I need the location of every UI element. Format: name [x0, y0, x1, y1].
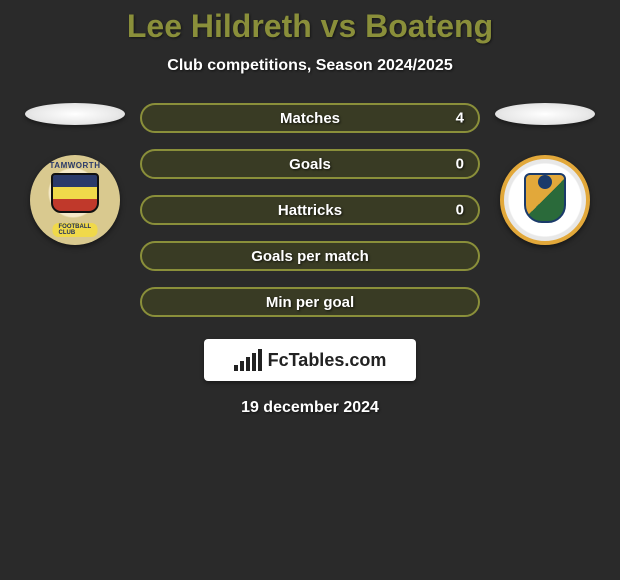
bar-icon-bar — [246, 357, 250, 371]
left-player-column: FOOTBALL CLUB — [20, 103, 130, 245]
stat-right-value: 0 — [456, 202, 464, 219]
snapshot-date: 19 december 2024 — [0, 399, 620, 417]
stat-label: Goals per match — [251, 248, 369, 265]
bar-icon-bar — [234, 365, 238, 371]
bar-icon-bar — [252, 353, 256, 371]
right-header-oval — [495, 103, 595, 125]
stat-label: Matches — [280, 110, 340, 127]
comparison-body: FOOTBALL CLUB Matches 4 Goals 0 Hattrick… — [0, 103, 620, 317]
stat-row-min-per-goal: Min per goal — [140, 287, 480, 317]
stat-right-value: 4 — [456, 110, 464, 127]
season-subtitle: Club competitions, Season 2024/2025 — [0, 57, 620, 75]
stat-label: Goals — [289, 156, 331, 173]
left-club-badge: FOOTBALL CLUB — [30, 155, 120, 245]
bar-chart-icon — [234, 349, 262, 371]
stat-row-matches: Matches 4 — [140, 103, 480, 133]
stats-column: Matches 4 Goals 0 Hattricks 0 Goals per … — [140, 103, 480, 317]
stat-right-value: 0 — [456, 156, 464, 173]
stat-label: Hattricks — [278, 202, 342, 219]
left-header-oval — [25, 103, 125, 125]
stat-row-goals-per-match: Goals per match — [140, 241, 480, 271]
bar-icon-bar — [240, 361, 244, 371]
right-club-badge — [500, 155, 590, 245]
comparison-title: Lee Hildreth vs Boateng — [0, 8, 620, 45]
stat-row-goals: Goals 0 — [140, 149, 480, 179]
source-logo: FcTables.com — [204, 339, 416, 381]
source-brand-text: FcTables.com — [268, 350, 387, 371]
stat-label: Min per goal — [266, 294, 354, 311]
bar-icon-bar — [258, 349, 262, 371]
stat-row-hattricks: Hattricks 0 — [140, 195, 480, 225]
left-badge-ribbon: FOOTBALL CLUB — [53, 223, 98, 237]
right-player-column — [490, 103, 600, 245]
infographic-root: Lee Hildreth vs Boateng Club competition… — [0, 0, 620, 417]
